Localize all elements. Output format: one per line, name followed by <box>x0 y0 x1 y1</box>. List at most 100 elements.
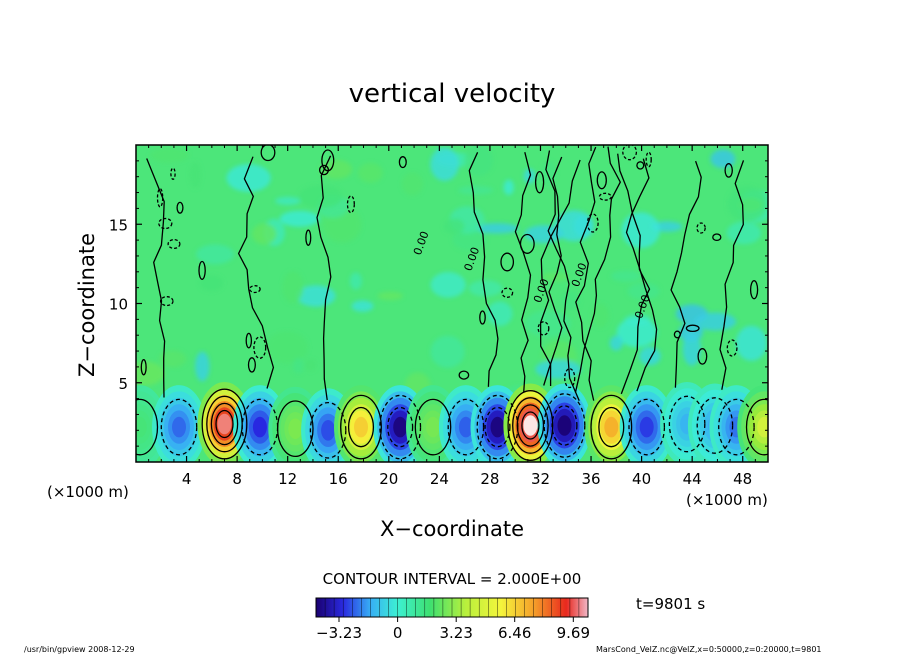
contour-loop <box>564 368 576 389</box>
texture-patch <box>349 272 362 290</box>
texture-patch <box>189 161 201 189</box>
x-tick-label: 32 <box>531 470 550 488</box>
texture-patch <box>486 301 513 327</box>
texture-patch <box>726 221 762 245</box>
texture-patch <box>305 359 317 371</box>
texture-patch <box>541 161 556 185</box>
contour-ring <box>201 388 248 460</box>
texture-patch <box>682 332 701 366</box>
x-tick-label: 24 <box>430 470 449 488</box>
contour-loop <box>501 287 514 298</box>
zero-contour-line <box>545 150 580 401</box>
contour-loop <box>586 213 599 233</box>
texture-patch <box>293 357 304 374</box>
zero-contour-line <box>468 152 499 387</box>
x-tick-label: 48 <box>733 470 752 488</box>
time-label: t=9801 s <box>636 595 705 613</box>
contour-ring <box>551 405 578 446</box>
contour-loop <box>170 167 176 180</box>
velocity-cell <box>619 385 674 462</box>
texture-patch <box>474 223 519 234</box>
x-tick-label: 28 <box>480 470 499 488</box>
zero-contour-line <box>237 156 275 389</box>
contour-loop <box>534 170 545 194</box>
contour-ring <box>414 398 452 456</box>
contour-ring <box>512 397 549 454</box>
texture-patch <box>503 179 514 195</box>
texture-patch <box>199 275 223 291</box>
texture-patch <box>458 186 494 195</box>
contour-loop <box>321 149 335 172</box>
zero-contour-line <box>575 146 597 401</box>
contour-ring <box>340 394 382 460</box>
contour-ring <box>276 400 314 458</box>
texture-patch <box>196 244 234 265</box>
texture-patch <box>591 303 609 328</box>
contour-loop <box>696 222 706 234</box>
texture-patch <box>150 147 189 163</box>
x-tick-label: 20 <box>379 470 398 488</box>
y-tick-label: 15 <box>109 216 128 234</box>
contour-loop <box>458 370 470 380</box>
y-tick-label: 5 <box>118 375 128 393</box>
zero-contour-line <box>543 156 563 386</box>
contour-loop <box>253 336 267 359</box>
texture-patch <box>266 331 308 364</box>
contour-loop <box>519 233 535 254</box>
y-tick-label: 10 <box>109 296 128 314</box>
zero-contour-line <box>539 159 581 386</box>
contour-ring <box>696 397 734 454</box>
texture-patch <box>251 223 277 245</box>
texture-patch <box>609 335 623 351</box>
texture-patch <box>136 361 165 386</box>
contour-loop <box>176 201 184 214</box>
texture-patch <box>279 210 320 227</box>
contour-interval: CONTOUR INTERVAL = 2.000E+00 <box>323 570 582 588</box>
velocity-cell <box>152 385 206 462</box>
texture-patch <box>444 218 465 234</box>
texture-patch <box>627 282 660 300</box>
colorbar-tick-label: 6.46 <box>498 624 531 642</box>
contour-loop <box>500 252 515 272</box>
x-tick-label: 8 <box>232 470 242 488</box>
texture-patch <box>320 159 353 179</box>
contour-ring <box>543 393 586 458</box>
contour-loop <box>346 195 355 214</box>
contour-loop <box>479 310 486 325</box>
contour-loop <box>245 332 253 349</box>
contour-ring <box>160 398 198 456</box>
contour-loop <box>673 330 681 339</box>
footer-right: MarsCond_VelZ.nc@VelZ,x=0:50000,z=0:2000… <box>596 645 822 654</box>
x-unit-left: (×1000 m) <box>47 483 129 501</box>
texture-patch <box>275 196 301 205</box>
texture-patch <box>621 212 660 249</box>
contour-loop <box>305 229 312 246</box>
texture-patch <box>610 270 642 282</box>
texture-patch <box>401 172 423 196</box>
contour-loop <box>712 233 722 242</box>
texture-patch <box>464 145 493 176</box>
contour-ring <box>590 394 633 460</box>
zero-contour-line <box>514 152 532 393</box>
contour-loop <box>158 217 173 230</box>
texture-patch <box>282 271 304 304</box>
contour-ring <box>379 394 422 460</box>
texture-patch <box>535 359 582 379</box>
contour-loop <box>749 280 759 300</box>
contour-loop <box>318 164 330 176</box>
contour-loop <box>249 285 261 294</box>
texture-patch <box>639 346 661 366</box>
x-tick-label: 16 <box>329 470 348 488</box>
texture-patch <box>430 272 466 298</box>
contour-ring <box>718 398 755 456</box>
contour-loop <box>726 339 738 357</box>
colorbar-tick-label: −3.23 <box>316 624 362 642</box>
x-tick-label: 36 <box>581 470 600 488</box>
contour-loop <box>156 188 164 208</box>
y-axis-label: Z−coordinate <box>75 233 99 377</box>
colorbar-tick-label: 0 <box>393 624 403 642</box>
x-tick-label: 4 <box>182 470 192 488</box>
zero-contour-line <box>670 160 702 388</box>
contour-loop <box>596 171 607 190</box>
